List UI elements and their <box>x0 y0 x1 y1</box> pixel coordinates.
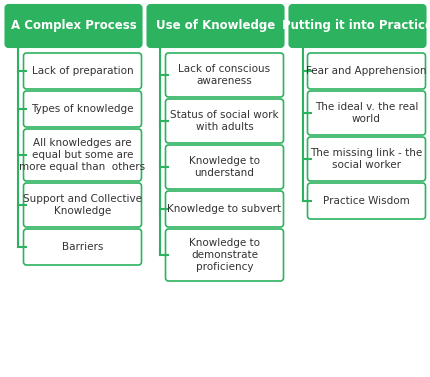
FancyBboxPatch shape <box>307 183 424 219</box>
Text: Lack of conscious
awareness: Lack of conscious awareness <box>178 64 270 86</box>
FancyBboxPatch shape <box>147 5 283 47</box>
FancyBboxPatch shape <box>289 5 424 47</box>
Text: Fear and Apprehension: Fear and Apprehension <box>306 66 426 76</box>
FancyBboxPatch shape <box>165 145 283 189</box>
Text: Knowledge to subvert: Knowledge to subvert <box>167 204 281 214</box>
Text: Knowledge to
demonstrate
proficiency: Knowledge to demonstrate proficiency <box>189 238 259 273</box>
FancyBboxPatch shape <box>24 229 141 265</box>
FancyBboxPatch shape <box>165 191 283 227</box>
Text: Practice Wisdom: Practice Wisdom <box>322 196 409 206</box>
FancyBboxPatch shape <box>24 183 141 227</box>
Text: Types of knowledge: Types of knowledge <box>31 104 133 114</box>
FancyBboxPatch shape <box>165 53 283 97</box>
Text: Putting it into Practice: Putting it into Practice <box>281 20 430 32</box>
Text: All knowledges are
equal but some are
more equal than  others: All knowledges are equal but some are mo… <box>19 138 145 172</box>
Text: The ideal v. the real
world: The ideal v. the real world <box>314 102 417 124</box>
Text: The missing link - the
social worker: The missing link - the social worker <box>310 148 422 170</box>
FancyBboxPatch shape <box>6 5 141 47</box>
Text: Knowledge to
understand: Knowledge to understand <box>189 156 259 178</box>
FancyBboxPatch shape <box>24 129 141 181</box>
FancyBboxPatch shape <box>165 99 283 143</box>
FancyBboxPatch shape <box>307 91 424 135</box>
FancyBboxPatch shape <box>24 91 141 127</box>
FancyBboxPatch shape <box>307 53 424 89</box>
Text: A Complex Process: A Complex Process <box>11 20 136 32</box>
Text: Barriers: Barriers <box>61 242 103 252</box>
FancyBboxPatch shape <box>307 137 424 181</box>
FancyBboxPatch shape <box>165 229 283 281</box>
Text: Lack of preparation: Lack of preparation <box>32 66 133 76</box>
Text: Use of Knowledge: Use of Knowledge <box>156 20 274 32</box>
FancyBboxPatch shape <box>24 53 141 89</box>
Text: Status of social work
with adults: Status of social work with adults <box>170 110 278 132</box>
Text: Support and Collective
Knowledge: Support and Collective Knowledge <box>23 194 141 216</box>
